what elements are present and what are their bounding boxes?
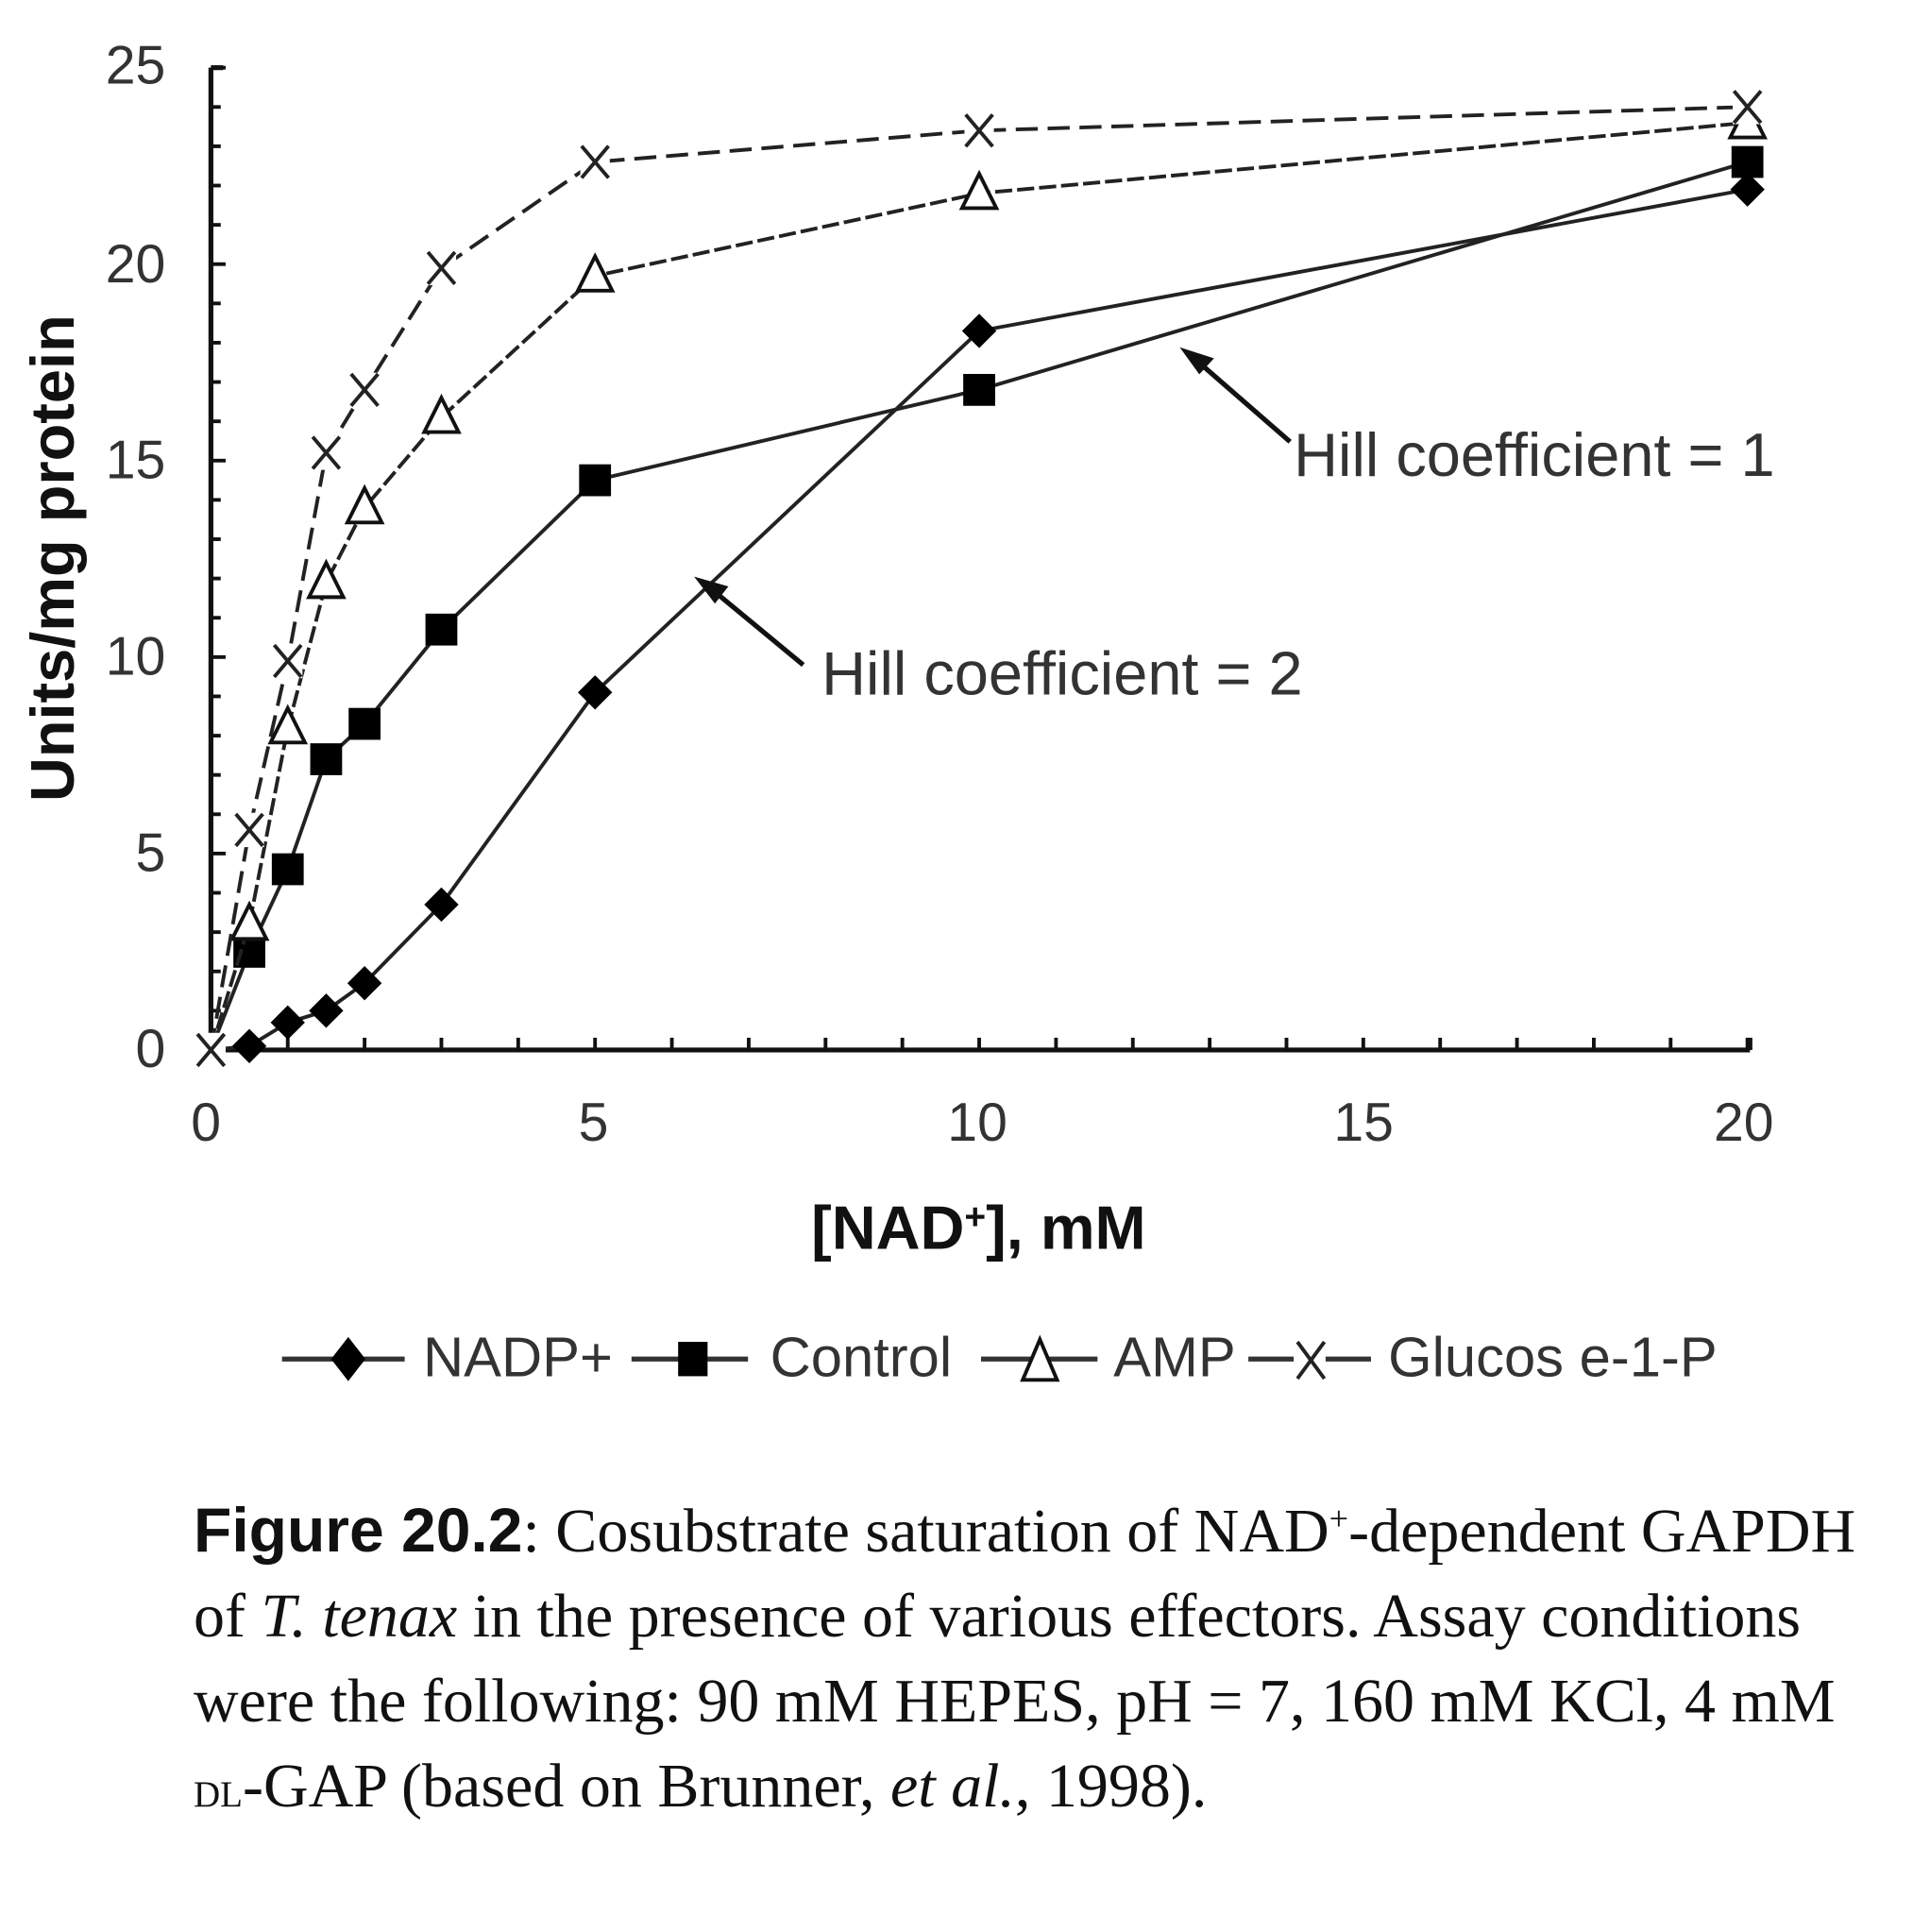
chart: 0 5 10 15 20 25 0 5 10 15 20 Units/mg pr…: [18, 36, 1775, 1389]
square-marker-icon: [963, 374, 995, 406]
diamond-marker-icon: [347, 966, 382, 1001]
x-marker-icon: [580, 144, 610, 179]
svg-text:NADP+: NADP+: [423, 1325, 613, 1388]
y-tick-10: 10: [106, 627, 166, 687]
svg-text:Control: Control: [770, 1325, 953, 1388]
diamond-marker-icon: [309, 993, 344, 1028]
x-tick-labels: 0 5 10 15 20: [191, 1093, 1773, 1153]
y-tick-25: 25: [106, 36, 166, 96]
y-tick-15: 15: [106, 431, 166, 491]
x-marker-icon: [272, 643, 303, 679]
x-marker-icon: [234, 812, 264, 848]
legend-item-nadp: NADP+: [281, 1325, 613, 1388]
x-tick-5: 5: [579, 1093, 609, 1153]
y-axis-ticks: [211, 65, 226, 1052]
annotation-hill-2: Hill coefficient = 2: [694, 576, 1303, 707]
arrow-head-icon: [1179, 347, 1214, 375]
diamond-marker-icon: [961, 314, 997, 348]
y-tick-5: 5: [136, 822, 166, 883]
y-tick-labels: 0 5 10 15 20 25: [106, 36, 166, 1080]
x-tick-20: 20: [1714, 1093, 1774, 1153]
triangle-marker-icon: [574, 252, 616, 293]
x-marker-icon: [195, 1032, 227, 1068]
diamond-marker-icon: [231, 1028, 267, 1063]
triangle-marker-icon: [958, 169, 1000, 211]
x-axis-ticks: [285, 1037, 1750, 1050]
y-axis: [208, 65, 224, 1053]
x-marker-icon: [426, 250, 457, 286]
x-marker-icon: [964, 113, 994, 148]
arrow-head-icon: [694, 576, 729, 604]
legend-item-amp: AMP: [980, 1325, 1236, 1388]
diamond-marker-icon: [270, 1005, 305, 1041]
x-tick-10: 10: [947, 1093, 1007, 1153]
triangle-marker-icon: [229, 900, 270, 941]
hill-coefficient-1-label: Hill coefficient = 1: [1294, 420, 1774, 489]
plot-area: [195, 90, 1769, 1068]
y-tick-0: 0: [136, 1019, 166, 1079]
square-marker-icon: [1731, 145, 1764, 178]
x-marker-icon: [349, 372, 380, 408]
square-marker-icon: [271, 853, 304, 886]
svg-text:AMP: AMP: [1113, 1325, 1235, 1388]
square-marker-icon: [310, 743, 343, 775]
legend-item-glucose-1-p: Glucos e-1-P: [1248, 1325, 1718, 1388]
annotation-hill-1: Hill coefficient = 1: [1179, 347, 1775, 489]
triangle-marker-icon: [1020, 1334, 1060, 1382]
series-amp: [209, 98, 1769, 1051]
legend: NADP+ Control AMP Glucos e-1-P: [281, 1325, 1718, 1388]
triangle-marker-icon: [421, 393, 462, 434]
y-tick-20: 20: [106, 234, 166, 295]
diamond-marker-icon: [1730, 172, 1765, 207]
hill-coefficient-2-label: Hill coefficient = 2: [821, 638, 1302, 707]
series-control: [209, 145, 1764, 1051]
series-glucose-1-p: [195, 90, 1763, 1068]
svg-text:Glucos e-1-P: Glucos e-1-P: [1388, 1325, 1718, 1388]
x-axis-title: [NAD+], mM: [811, 1193, 1146, 1262]
square-marker-icon: [678, 1342, 708, 1377]
x-marker-icon: [1295, 1340, 1327, 1381]
x-marker-icon: [311, 435, 342, 470]
x-marker-icon: [1732, 90, 1763, 125]
square-marker-icon: [425, 613, 458, 646]
y-axis-title: Units/mg protein: [18, 314, 87, 802]
x-tick-0: 0: [191, 1093, 221, 1153]
square-marker-icon: [348, 707, 381, 740]
species-name: T. tenax: [261, 1582, 458, 1651]
legend-item-control: Control: [631, 1325, 953, 1388]
diamond-marker-icon: [330, 1336, 366, 1381]
figure-caption: Figure 20.2: Cosubstrate saturation of N…: [194, 1495, 1856, 1821]
triangle-marker-icon: [267, 703, 309, 745]
figure-label: Figure 20.2: [194, 1495, 523, 1565]
triangle-marker-icon: [344, 483, 385, 525]
x-tick-15: 15: [1333, 1093, 1394, 1153]
triangle-marker-icon: [306, 558, 347, 600]
square-marker-icon: [579, 464, 612, 497]
